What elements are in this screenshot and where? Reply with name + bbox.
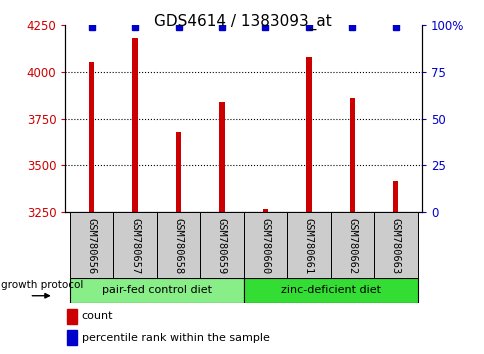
Text: count: count: [81, 311, 113, 321]
Bar: [132, 38, 137, 212]
Text: GSM780661: GSM780661: [303, 218, 313, 274]
Text: GSM780659: GSM780659: [216, 218, 227, 274]
Text: pair-fed control diet: pair-fed control diet: [102, 285, 212, 295]
Bar: [200, 212, 243, 278]
Text: GSM780663: GSM780663: [390, 218, 400, 274]
Text: GDS4614 / 1383093_at: GDS4614 / 1383093_at: [153, 14, 331, 30]
Bar: [262, 209, 268, 212]
Text: GSM780657: GSM780657: [130, 218, 140, 274]
Bar: [287, 212, 330, 278]
Text: growth protocol: growth protocol: [1, 280, 84, 290]
Text: GSM780662: GSM780662: [347, 218, 357, 274]
Text: zinc-deficient diet: zinc-deficient diet: [280, 285, 380, 295]
Bar: [176, 132, 181, 212]
Bar: [70, 278, 243, 303]
Bar: [219, 102, 224, 212]
Bar: [393, 181, 398, 212]
Bar: [67, 330, 77, 345]
Text: percentile rank within the sample: percentile rank within the sample: [81, 332, 269, 343]
Bar: [89, 62, 94, 212]
Bar: [156, 212, 200, 278]
Bar: [243, 278, 417, 303]
Bar: [349, 98, 354, 212]
Bar: [330, 212, 373, 278]
Bar: [113, 212, 156, 278]
Bar: [373, 212, 417, 278]
Text: GSM780660: GSM780660: [260, 218, 270, 274]
Bar: [70, 212, 113, 278]
Text: GSM780656: GSM780656: [86, 218, 96, 274]
Bar: [67, 309, 77, 324]
Bar: [243, 212, 287, 278]
Bar: [306, 57, 311, 212]
Text: GSM780658: GSM780658: [173, 218, 183, 274]
